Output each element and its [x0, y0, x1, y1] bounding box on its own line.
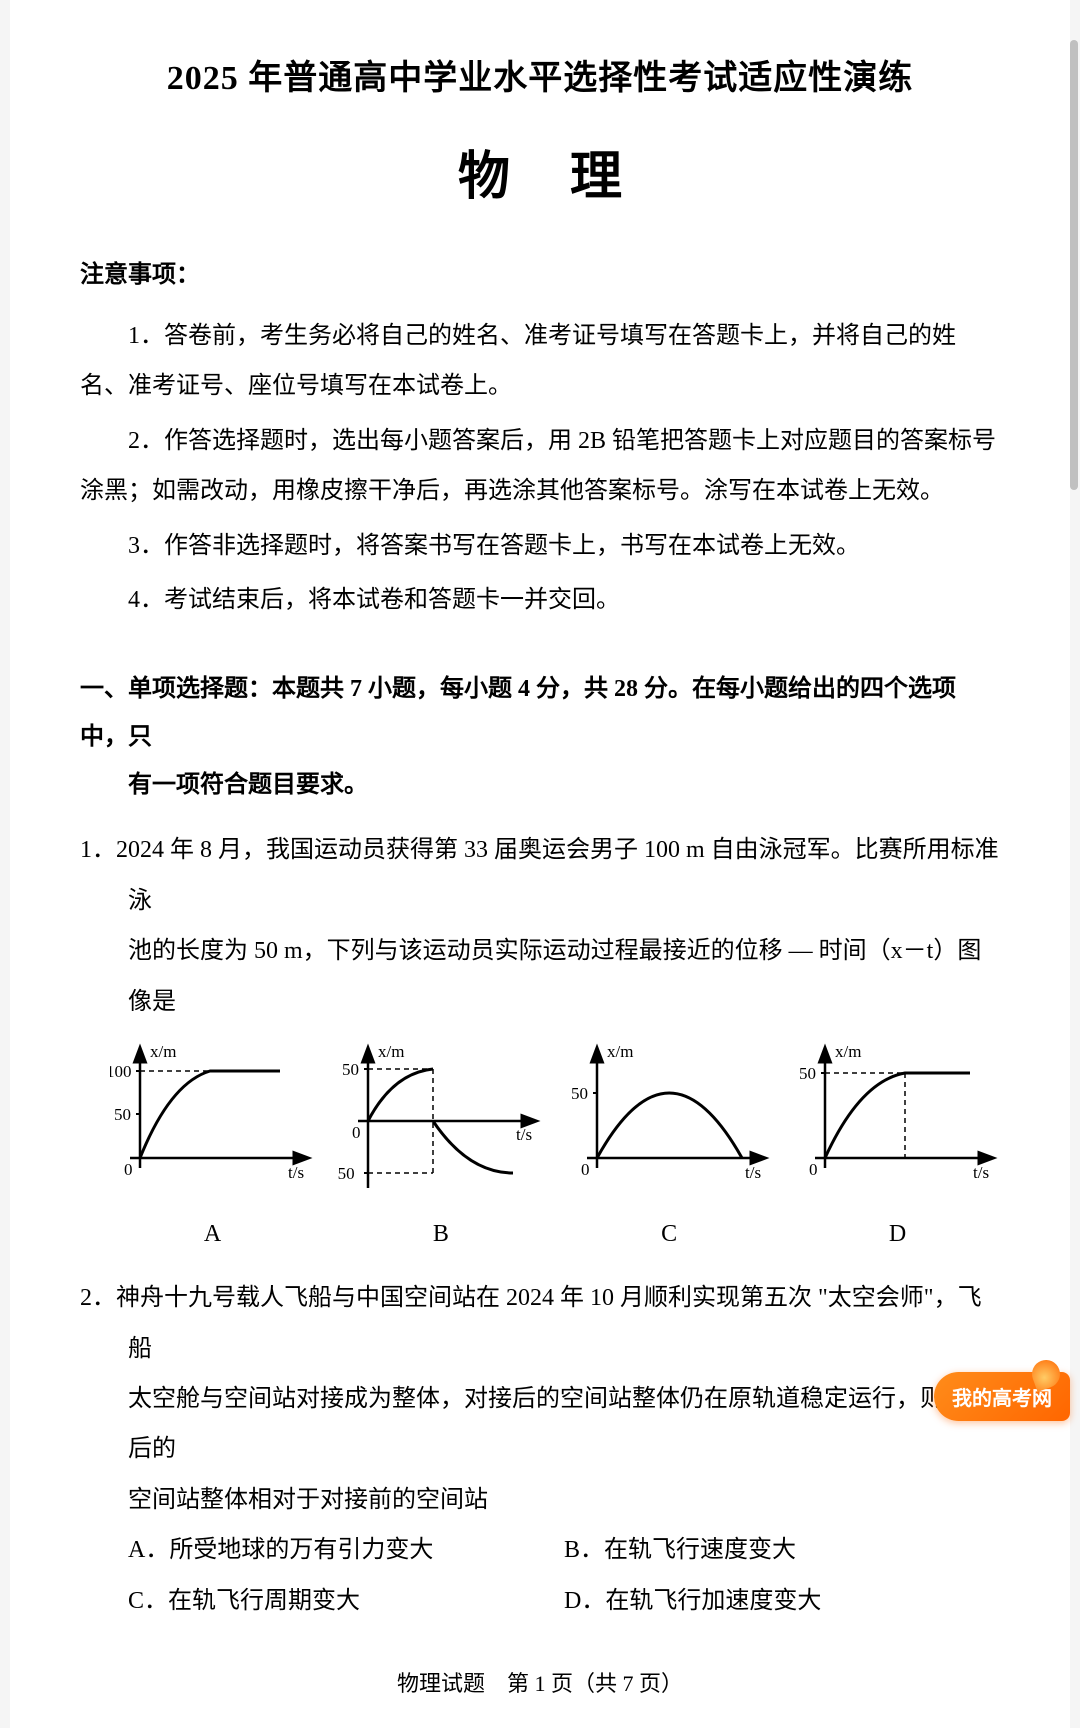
q2-option-D: D．在轨飞行加速度变大	[564, 1576, 1000, 1626]
chart-D-xlabel: t/s	[973, 1163, 989, 1182]
chart-D-tick-0: 0	[809, 1160, 818, 1179]
section-1-heading: 一、单项选择题：本题共 7 小题，每小题 4 分，共 28 分。在每小题给出的四…	[80, 665, 1000, 809]
q2-option-C: C．在轨飞行周期变大	[128, 1576, 564, 1626]
chart-A-letter: A	[204, 1209, 221, 1259]
chart-D-tick-50: 50	[799, 1064, 816, 1083]
chart-A-tick-100: 100	[110, 1062, 132, 1081]
chart-C-letter: C	[661, 1209, 677, 1259]
chart-A-xlabel: t/s	[288, 1163, 304, 1182]
subject-title: 物理	[80, 134, 1000, 209]
q2-row-1: A．所受地球的万有引力变大 B．在轨飞行速度变大	[80, 1525, 1000, 1575]
chart-C-xlabel: t/s	[745, 1163, 761, 1182]
chart-C-tick-50: 50	[571, 1084, 588, 1103]
chart-A-tick-0: 0	[124, 1160, 133, 1179]
chart-A-tick-50: 50	[114, 1105, 131, 1124]
chart-A: x/m t/s 100 50 0 A	[110, 1043, 315, 1259]
chart-C-svg: x/m t/s 50 0	[567, 1043, 772, 1203]
chart-B: x/m t/s 50 0 -50 B	[338, 1043, 543, 1259]
chart-B-tick-n50: -50	[338, 1164, 355, 1183]
chart-B-tick-0: 0	[352, 1123, 361, 1142]
section-1-line1: 一、单项选择题：本题共 7 小题，每小题 4 分，共 28 分。在每小题给出的四…	[80, 676, 956, 750]
q2-cont2: 空间站整体相对于对接前的空间站	[80, 1475, 1000, 1525]
chart-A-ylabel: x/m	[150, 1043, 176, 1061]
notice-item-1: 1．答卷前，考生务必将自己的姓名、准考证号填写在答题卡上，并将自己的姓名、准考证…	[80, 311, 1000, 412]
chart-B-tick-50: 50	[342, 1060, 359, 1079]
chart-B-ylabel: x/m	[378, 1043, 404, 1061]
watermark-badge[interactable]: 我的高考网	[934, 1372, 1070, 1421]
main-title: 2025 年普通高中学业水平选择性考试适应性演练	[80, 50, 1000, 99]
q2-option-B: B．在轨飞行速度变大	[564, 1525, 1000, 1575]
q2-option-A: A．所受地球的万有引力变大	[128, 1525, 564, 1575]
chart-B-svg: x/m t/s 50 0 -50	[338, 1043, 543, 1203]
question-2: 2．神舟十九号载人飞船与中国空间站在 2024 年 10 月顺利实现第五次 "太…	[80, 1273, 1000, 1626]
chart-C-tick-0: 0	[581, 1160, 590, 1179]
q1-text: 1．2024 年 8 月，我国运动员获得第 33 届奥运会男子 100 m 自由…	[80, 825, 1000, 926]
chart-D-svg: x/m t/s 50 0	[795, 1043, 1000, 1203]
chart-D-letter: D	[889, 1209, 906, 1259]
notice-item-4: 4．考试结束后，将本试卷和答题卡一并交回。	[80, 575, 1000, 625]
chart-B-xlabel: t/s	[516, 1125, 532, 1144]
scrollbar[interactable]	[1070, 40, 1078, 490]
chart-C-ylabel: x/m	[607, 1043, 633, 1061]
chart-B-letter: B	[433, 1209, 449, 1259]
q2-cont1: 太空舱与空间站对接成为整体，对接后的空间站整体仍在原轨道稳定运行，则对接后的	[80, 1374, 1000, 1475]
q1-charts: x/m t/s 100 50 0 A	[110, 1043, 1000, 1259]
chart-D: x/m t/s 50 0 D	[795, 1043, 1000, 1259]
chart-C: x/m t/s 50 0 C	[567, 1043, 772, 1259]
q2-text: 2．神舟十九号载人飞船与中国空间站在 2024 年 10 月顺利实现第五次 "太…	[80, 1273, 1000, 1374]
notice-item-2: 2．作答选择题时，选出每小题答案后，用 2B 铅笔把答题卡上对应题目的答案标号涂…	[80, 416, 1000, 517]
notice-item-3: 3．作答非选择题时，将答案书写在答题卡上，书写在本试卷上无效。	[80, 521, 1000, 571]
section-1-line2: 有一项符合题目要求。	[80, 761, 1000, 809]
notice-heading: 注意事项：	[80, 254, 1000, 289]
exam-page: 2025 年普通高中学业水平选择性考试适应性演练 物理 注意事项： 1．答卷前，…	[10, 0, 1070, 1728]
q1-cont: 池的长度为 50 m，下列与该运动员实际运动过程最接近的位移 — 时间（x－t）…	[80, 926, 1000, 1027]
question-1: 1．2024 年 8 月，我国运动员获得第 33 届奥运会男子 100 m 自由…	[80, 825, 1000, 1259]
q2-row-2: C．在轨飞行周期变大 D．在轨飞行加速度变大	[80, 1576, 1000, 1626]
chart-A-svg: x/m t/s 100 50 0	[110, 1043, 315, 1203]
chart-D-ylabel: x/m	[835, 1043, 861, 1061]
page-footer: 物理试题 第 1 页（共 7 页）	[80, 1666, 1000, 1698]
